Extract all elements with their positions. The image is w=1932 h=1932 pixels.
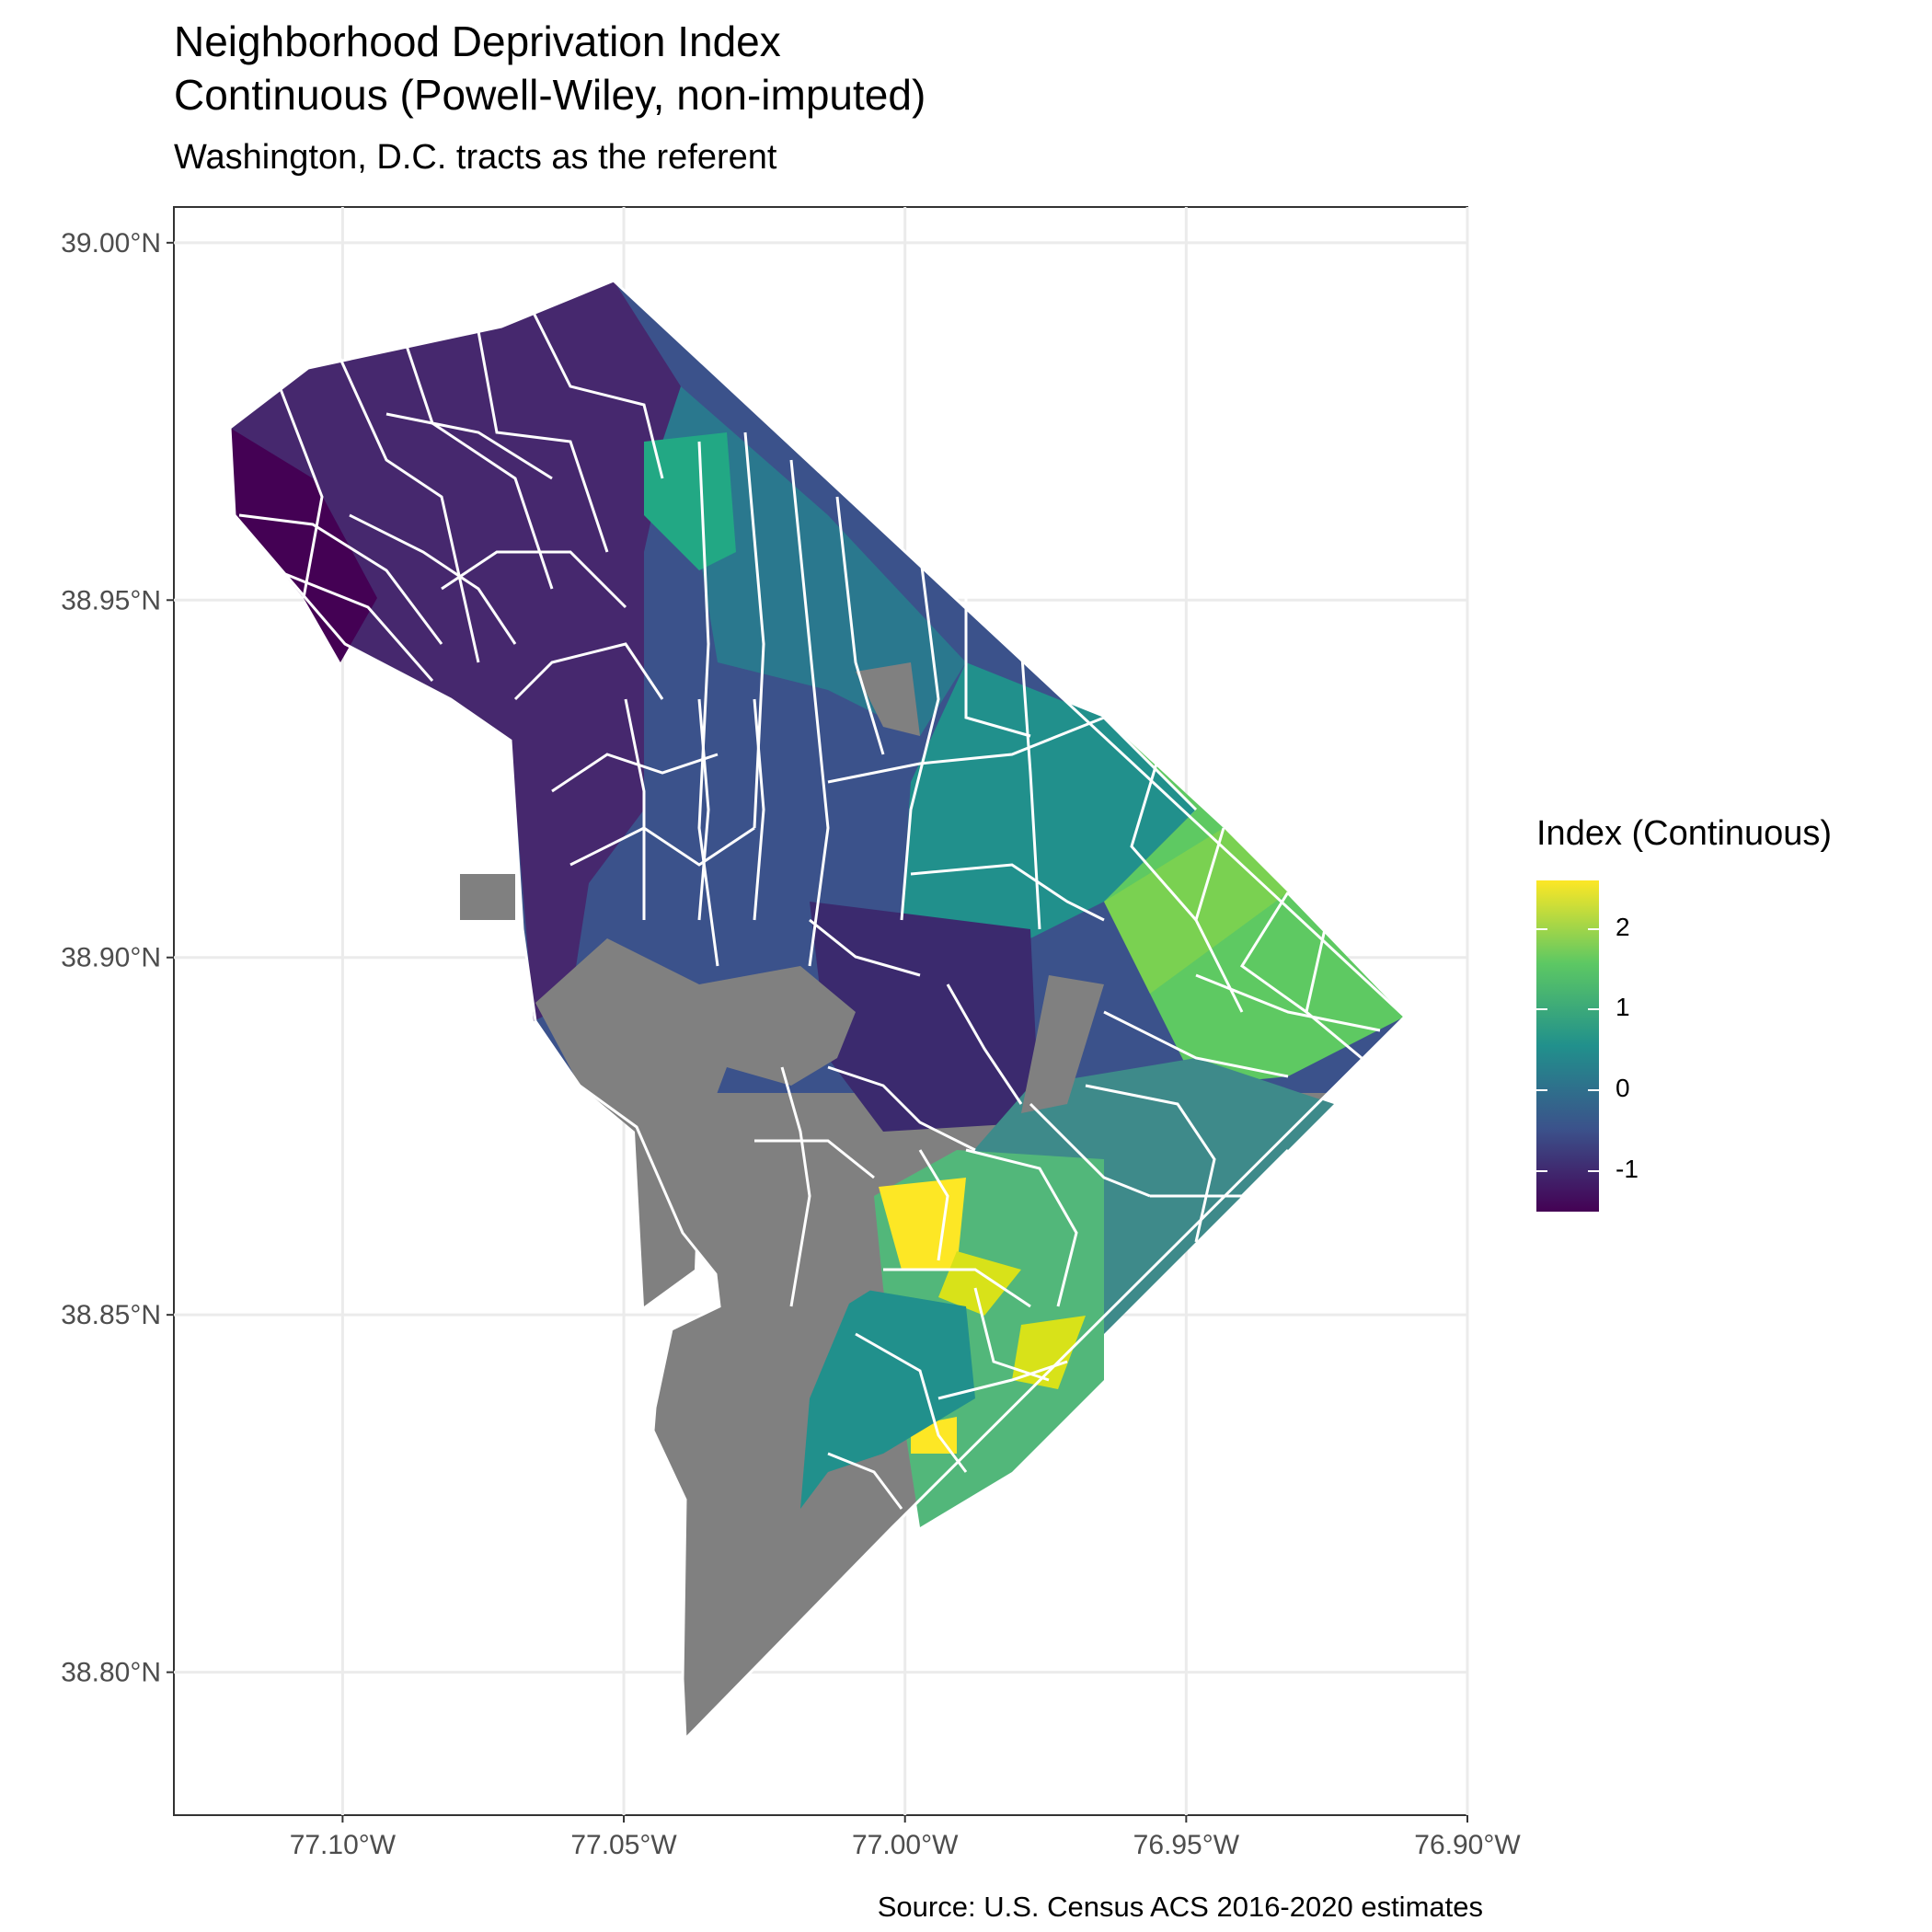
legend-tick-mark [1588,1008,1599,1011]
y-tick-label: 38.95°N [61,585,161,615]
missing-areas [460,662,1104,1739]
x-tick-label: 76.95°W [1133,1830,1240,1860]
legend-tick-label: 2 [1616,912,1630,941]
map-caption: Source: U.S. Census ACS 2016-2020 estima… [877,1891,1483,1923]
x-tick-label: 77.10°W [290,1830,397,1860]
tract-region-yellow-2 [938,1251,1021,1316]
y-tick-label: 38.85°N [61,1300,161,1330]
y-tick-label: 38.80°N [61,1658,161,1688]
axis-labels: 77.10°W 77.05°W 77.00°W 76.95°W 76.90°W 39.00… [61,228,1521,1860]
legend-tick-label: 0 [1616,1074,1630,1103]
map-subtitle: Washington, D.C. tracts as the referent [174,138,777,177]
tract-region-ne-edge [1104,828,1288,994]
legend-tick-mark [1588,1089,1599,1092]
tract-region-nw [230,281,681,1021]
legend: Index (Continuous) 2 1 0 -1 [1536,814,1833,1212]
y-tick-label: 38.90°N [61,943,161,973]
tract-region-ne [902,662,1196,948]
tract-region-far-nw [230,428,377,662]
tract-region-yellow-3 [1012,1316,1086,1389]
legend-tick-label: -1 [1616,1155,1639,1184]
legend-tick-mark [1588,927,1599,930]
legend-tick-mark [1536,1008,1547,1011]
legend-tick-mark [1536,927,1547,930]
legend-tick-label: 1 [1616,993,1630,1022]
legend-tick-mark [1536,1089,1547,1092]
tract-boundaries-east [697,431,1381,1510]
legend-title: Index (Continuous) [1536,814,1833,853]
legend-colorbar [1536,880,1599,1212]
x-tick-label: 77.00°W [852,1830,959,1860]
legend-tick-mark [1536,1170,1547,1173]
tract-region-sw-teal [800,1288,975,1509]
x-tick-label: 76.90°W [1414,1830,1521,1860]
tract-region-yellow-1 [879,1178,966,1270]
y-tick-label: 39.00°N [61,228,161,259]
tract-boundaries [238,312,765,921]
map-title: Neighborhood Deprivation Index Continuou… [174,17,926,119]
legend-tick-mark [1588,1170,1599,1173]
district-border [228,279,1408,1742]
x-tick-label: 77.05°W [570,1830,677,1860]
tract-region-north-teal [644,432,736,570]
